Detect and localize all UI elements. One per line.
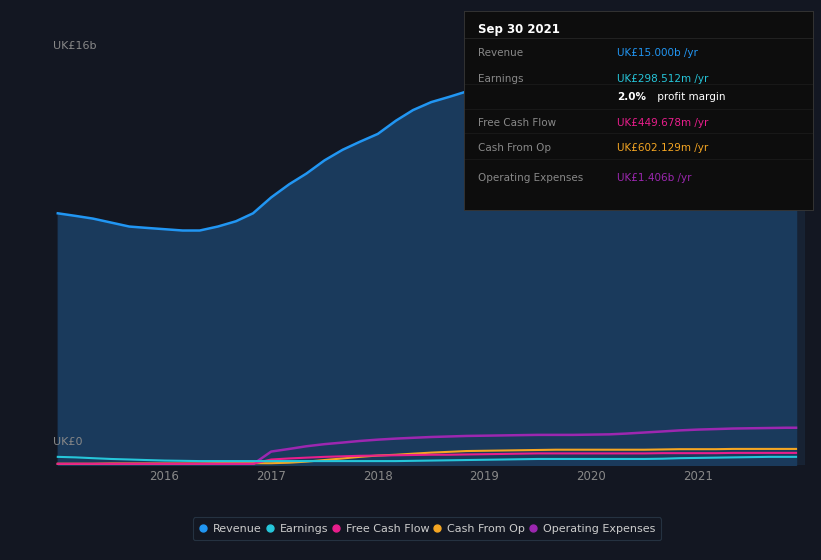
Text: profit margin: profit margin (654, 92, 726, 102)
Legend: Revenue, Earnings, Free Cash Flow, Cash From Op, Operating Expenses: Revenue, Earnings, Free Cash Flow, Cash … (193, 517, 661, 540)
Text: UK£1.406b /yr: UK£1.406b /yr (617, 173, 692, 183)
Text: UK£16b: UK£16b (53, 41, 97, 51)
Text: UK£449.678m /yr: UK£449.678m /yr (617, 118, 709, 128)
Text: 2.0%: 2.0% (617, 92, 646, 102)
Text: UK£15.000b /yr: UK£15.000b /yr (617, 48, 699, 58)
Text: Sep 30 2021: Sep 30 2021 (478, 23, 560, 36)
Bar (680, 28, 805, 465)
Text: Operating Expenses: Operating Expenses (478, 173, 583, 183)
Text: UK£298.512m /yr: UK£298.512m /yr (617, 74, 709, 84)
Text: UK£0: UK£0 (53, 437, 83, 447)
Text: Cash From Op: Cash From Op (478, 143, 551, 153)
Text: Free Cash Flow: Free Cash Flow (478, 118, 556, 128)
Text: UK£602.129m /yr: UK£602.129m /yr (617, 143, 709, 153)
Text: Earnings: Earnings (478, 74, 523, 84)
Text: Revenue: Revenue (478, 48, 523, 58)
